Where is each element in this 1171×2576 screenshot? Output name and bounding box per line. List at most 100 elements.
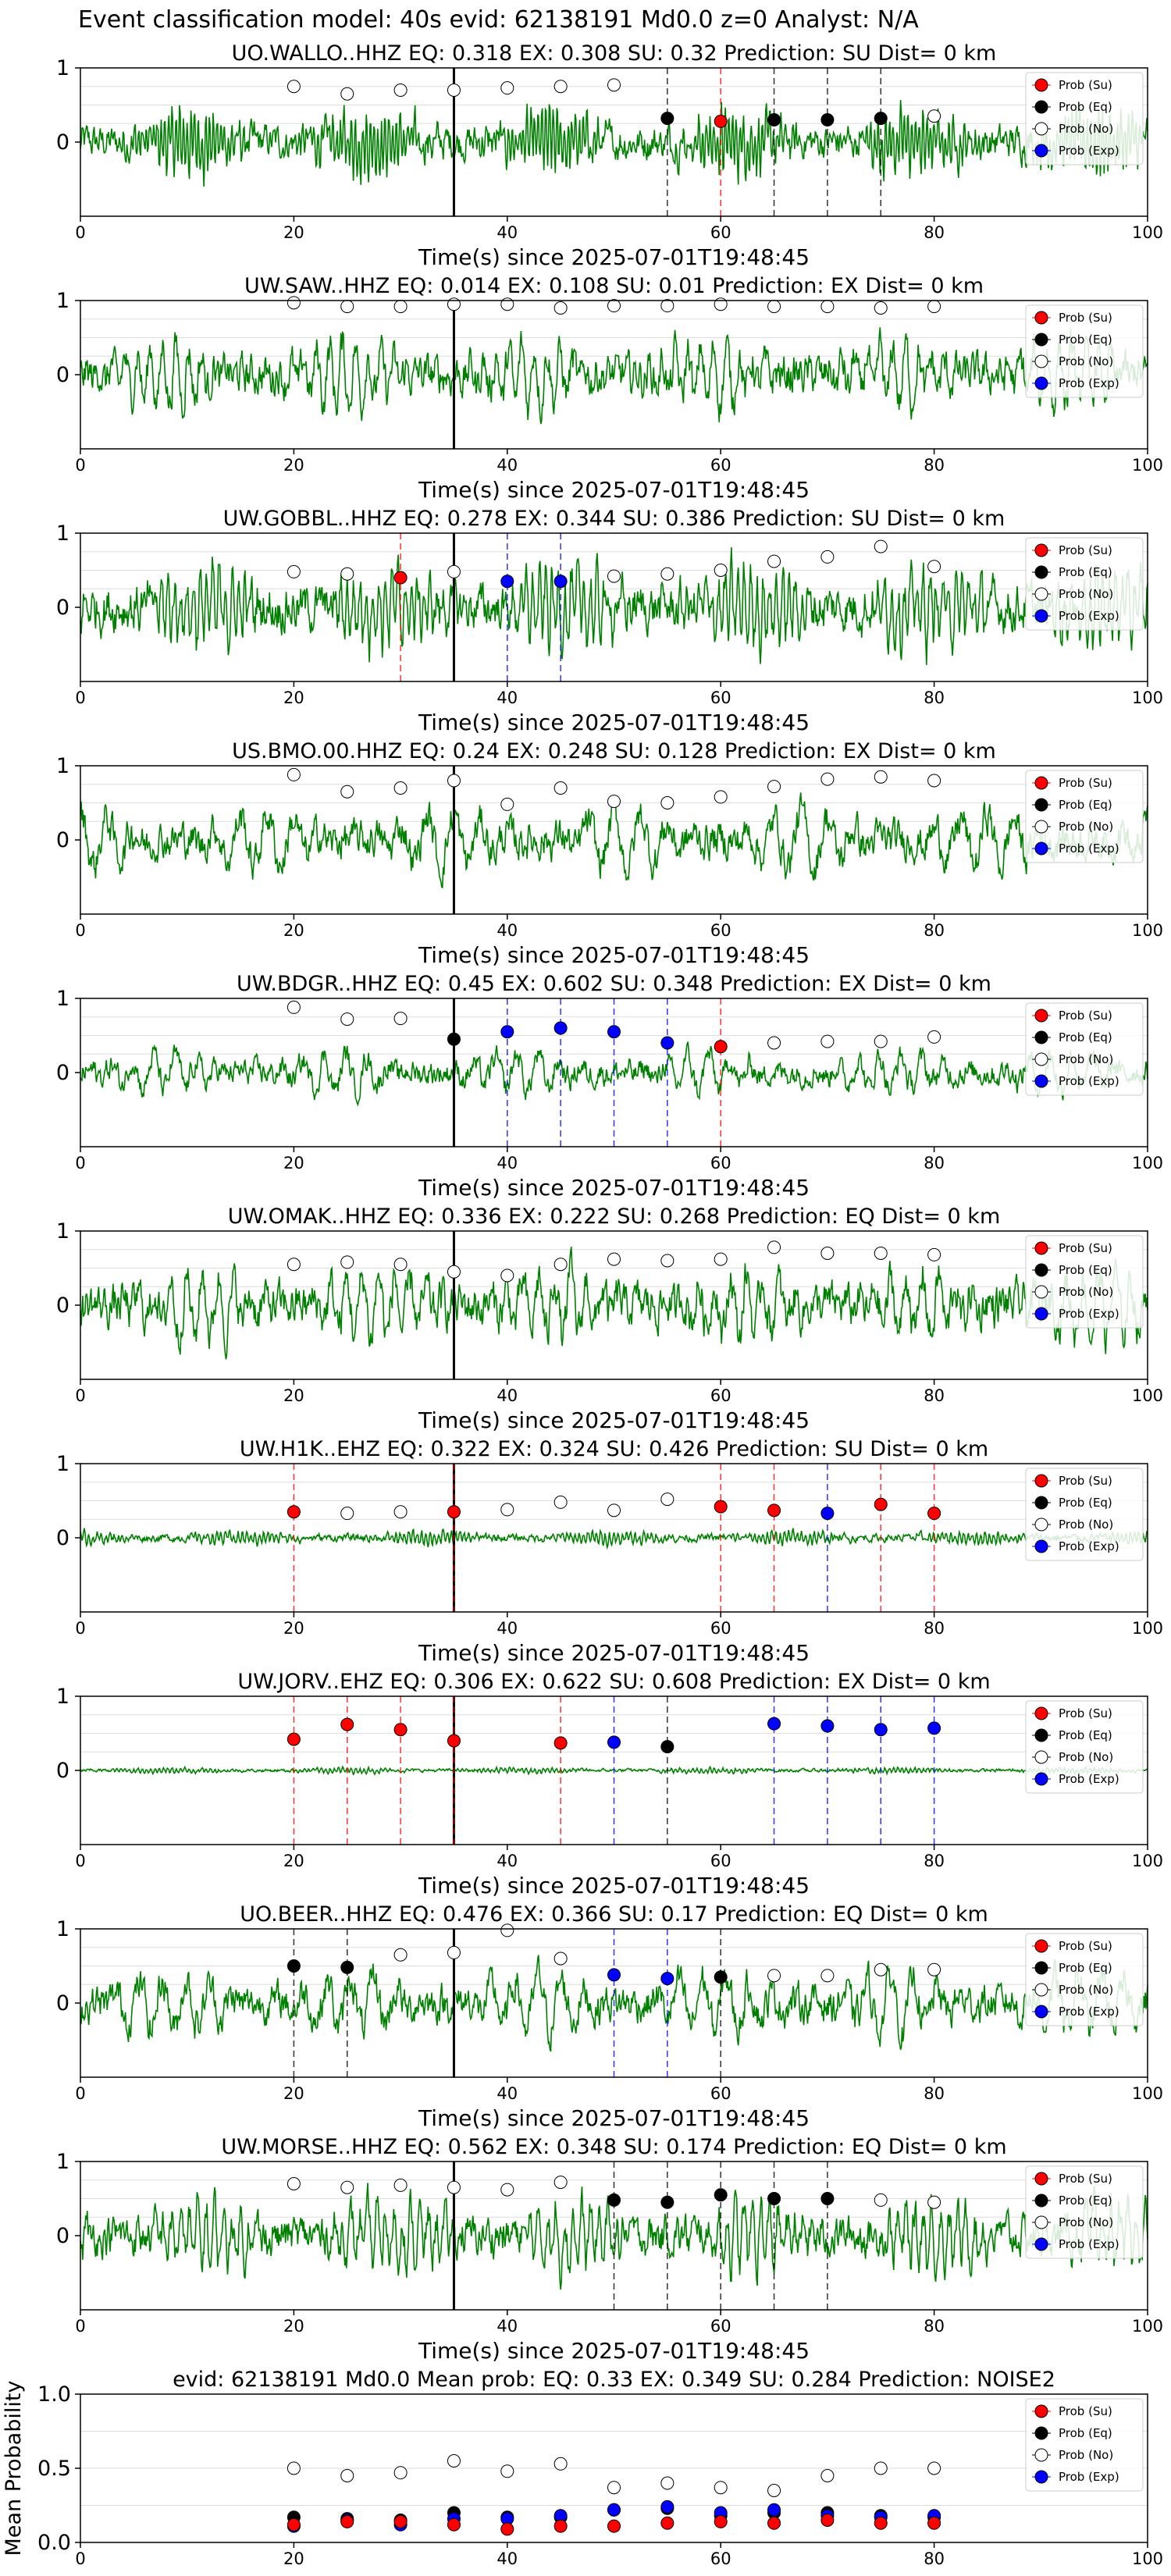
- legend-marker: [1034, 1241, 1048, 1255]
- prob-point: [660, 567, 674, 581]
- panel-title: UW.MORSE..HHZ EQ: 0.562 EX: 0.348 SU: 0.…: [221, 2135, 1006, 2159]
- x-tick-label: 100: [1132, 1154, 1163, 1172]
- panel-title: UW.OMAK..HHZ EQ: 0.336 EX: 0.222 SU: 0.2…: [228, 1204, 1001, 1229]
- x-tick-label: 100: [1132, 921, 1163, 940]
- mean-prob-point: [393, 2466, 408, 2480]
- prob-point: [447, 1265, 461, 1279]
- x-axis-label: Time(s) since 2025-07-01T19:48:45: [418, 710, 810, 735]
- x-tick-label: 100: [1132, 688, 1163, 707]
- axes-frame: [80, 1463, 1148, 1613]
- x-axis-label: Time(s) since 2025-07-01T19:48:45: [418, 1175, 810, 1201]
- x-tick-label: 20: [283, 2084, 304, 2103]
- x-tick-label: 80: [924, 1852, 945, 1870]
- x-tick-label: 0: [75, 921, 85, 940]
- panel-title: UW.JORV..EHZ EQ: 0.306 EX: 0.622 SU: 0.6…: [237, 1670, 990, 1694]
- legend-marker: [1034, 798, 1048, 812]
- prob-point: [820, 772, 835, 786]
- legend-marker: [1034, 78, 1048, 92]
- prob-point: [607, 2193, 621, 2207]
- mean-prob-point: [287, 2517, 301, 2532]
- legend-marker: [1034, 1772, 1048, 1786]
- y-tick-label: 1: [56, 1917, 69, 1941]
- x-tick-label: 20: [283, 1386, 304, 1405]
- x-tick-label: 0: [75, 1852, 85, 1870]
- legend-box: [1025, 2398, 1144, 2492]
- mean-prob-point: [500, 2522, 514, 2536]
- legend-label: Prob (No): [1059, 2215, 1113, 2229]
- prob-point: [447, 564, 461, 578]
- prob-point: [340, 785, 354, 799]
- x-tick-label: 20: [283, 1852, 304, 1870]
- prob-point: [287, 296, 301, 310]
- mean-prob-point: [660, 2500, 674, 2514]
- legend-label: Prob (Su): [1059, 311, 1112, 325]
- prob-point: [767, 780, 781, 794]
- legend-marker: [1034, 2237, 1048, 2251]
- legend-label: Prob (Exp): [1059, 1539, 1119, 1553]
- prob-point: [767, 113, 781, 126]
- x-tick-label: 40: [497, 1154, 518, 1172]
- y-tick-label: 1: [56, 1219, 69, 1244]
- prob-point: [927, 774, 941, 788]
- prob-point: [660, 1493, 674, 1507]
- prob-point: [287, 564, 301, 578]
- x-tick-label: 100: [1132, 1619, 1163, 1638]
- legend-label: Prob (Exp): [1059, 144, 1119, 158]
- prob-point: [874, 1247, 888, 1260]
- legend-marker: [1034, 2448, 1048, 2462]
- prob-point: [874, 539, 888, 553]
- prob-point: [287, 80, 301, 94]
- prob-point: [767, 554, 781, 568]
- x-tick-label: 20: [283, 688, 304, 707]
- x-tick-label: 60: [710, 2084, 731, 2103]
- legend-marker: [1034, 609, 1048, 623]
- x-tick-label: 60: [710, 456, 731, 475]
- axes-frame: [80, 765, 1148, 915]
- x-tick-label: 40: [497, 921, 518, 940]
- x-tick-label: 20: [283, 1619, 304, 1638]
- prob-point: [714, 2188, 728, 2202]
- x-axis-label: Time(s) since 2025-07-01T19:48:45: [418, 942, 810, 968]
- legend-marker: [1034, 1263, 1048, 1277]
- prob-point: [287, 1732, 301, 1746]
- mean-prob-point: [553, 2519, 568, 2533]
- legend-box: [1025, 304, 1144, 398]
- panel-title: US.BMO.00.HHZ EQ: 0.24 EX: 0.248 SU: 0.1…: [232, 739, 996, 763]
- legend-label: Prob (No): [1059, 820, 1113, 834]
- prob-point: [447, 1734, 461, 1748]
- legend-marker: [1034, 122, 1048, 136]
- legend-box: [1025, 72, 1144, 165]
- legend-label: Prob (Eq): [1059, 1961, 1112, 1975]
- panel-title: UW.H1K..EHZ EQ: 0.322 EX: 0.324 SU: 0.42…: [240, 1437, 988, 1461]
- prob-point: [874, 112, 888, 126]
- mean-prob-point: [607, 2503, 621, 2517]
- legend-marker: [1034, 1939, 1048, 1953]
- prob-point: [820, 2192, 835, 2205]
- prob-point: [927, 1962, 941, 1976]
- mean-prob-point: [660, 2476, 674, 2490]
- waveform-trace: [80, 1247, 1148, 1360]
- legend-marker: [1034, 354, 1048, 368]
- y-tick-label: 0.5: [37, 2457, 71, 2481]
- legend-marker: [1034, 543, 1048, 557]
- prob-point: [874, 1962, 888, 1976]
- x-tick-label: 100: [1132, 2084, 1163, 2103]
- x-tick-label: 40: [497, 223, 518, 242]
- x-tick-label: 0: [75, 223, 85, 242]
- chart-panel-7: UW.JORV..EHZ EQ: 0.306 EX: 0.622 SU: 0.6…: [56, 1670, 1163, 1898]
- prob-point: [287, 767, 301, 781]
- y-tick-label: 0: [56, 1061, 69, 1085]
- x-tick-label: 80: [924, 688, 945, 707]
- prob-point: [447, 2180, 461, 2194]
- x-axis-label: Time(s) since 2025-07-01T19:48:45: [418, 1407, 810, 1433]
- x-tick-label: 20: [283, 2317, 304, 2336]
- y-tick-label: 0: [56, 130, 69, 155]
- legend-marker: [1034, 1706, 1048, 1720]
- mean-prob-point: [447, 2454, 461, 2467]
- prob-point: [660, 1254, 674, 1268]
- legend-label: Prob (Exp): [1059, 2470, 1119, 2484]
- legend-box: [1025, 770, 1144, 863]
- y-tick-label: 1: [56, 56, 69, 80]
- x-tick-label: 80: [924, 921, 945, 940]
- prob-point: [393, 1723, 408, 1737]
